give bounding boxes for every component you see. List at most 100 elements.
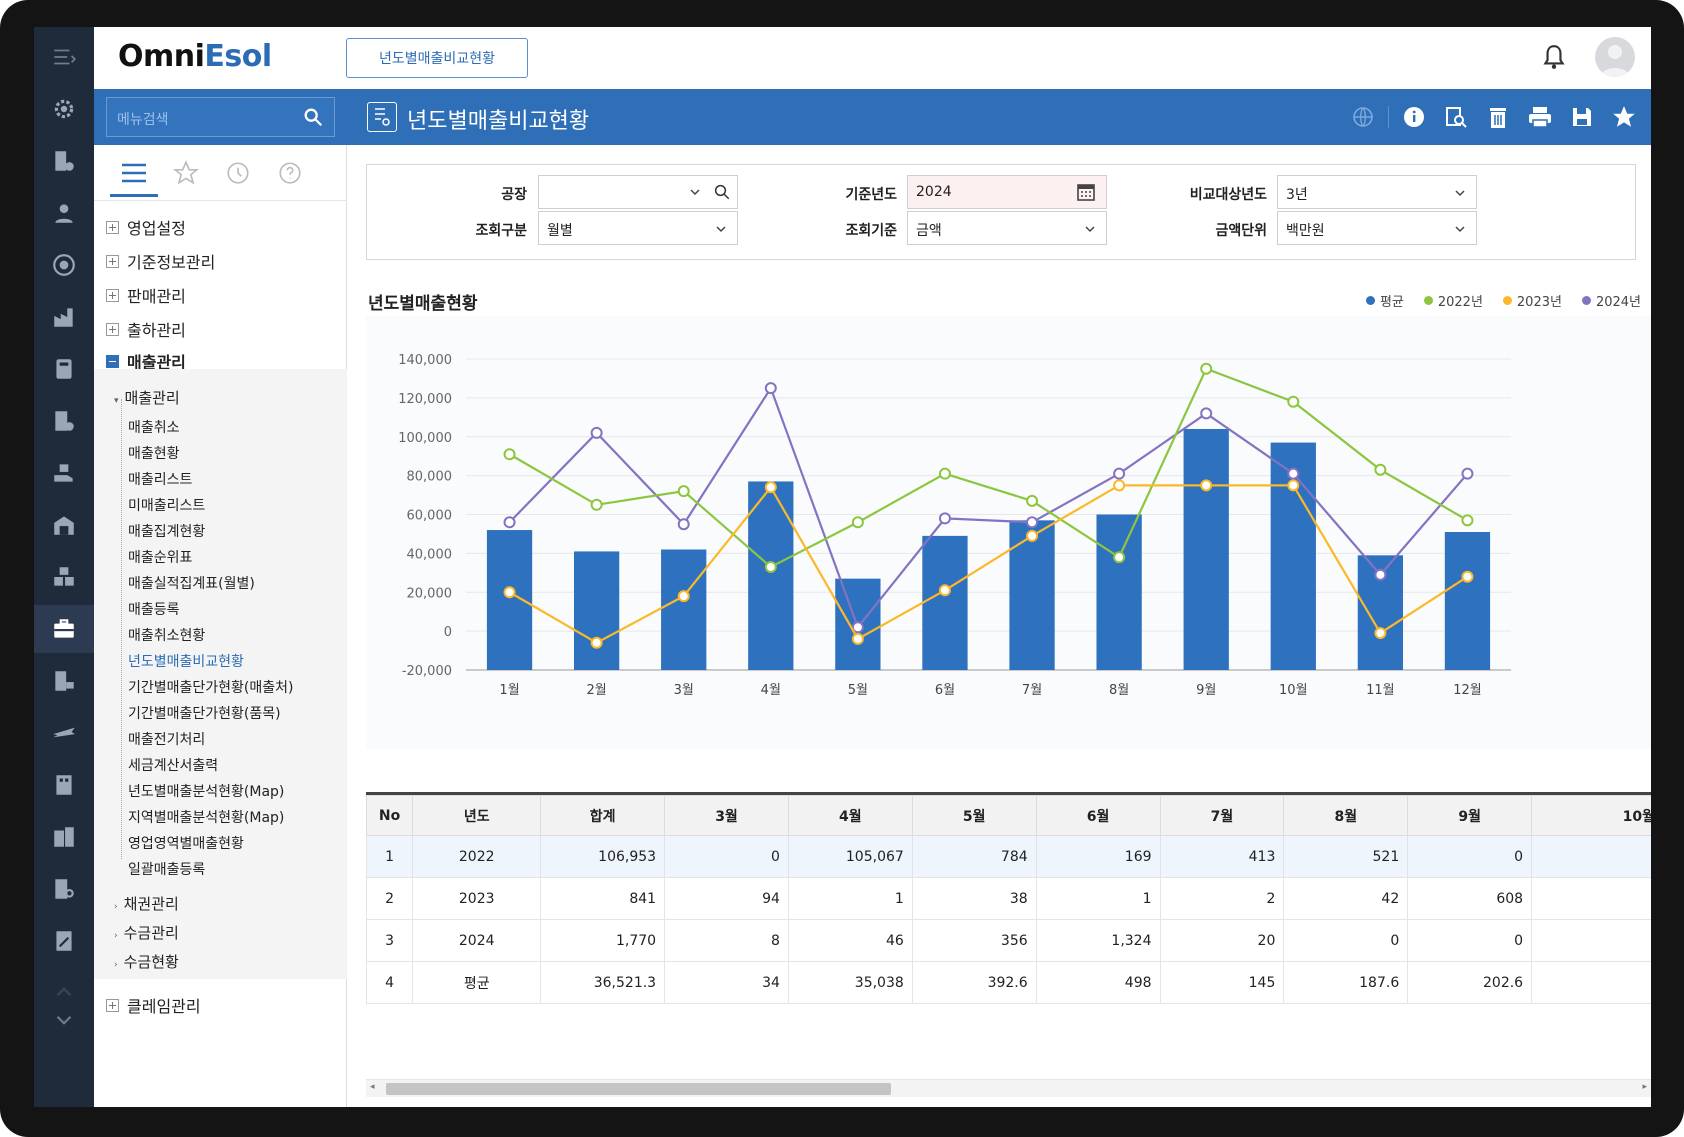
building-search-icon[interactable] xyxy=(34,865,94,913)
building-truck-icon[interactable] xyxy=(34,657,94,705)
menu-search-input[interactable]: 메뉴검색 xyxy=(106,97,335,137)
menu-leaf-3[interactable]: 미매출리스트 xyxy=(128,498,206,514)
briefcase-icon[interactable] xyxy=(34,605,94,653)
column-header[interactable]: 년도 xyxy=(412,795,542,836)
print-icon[interactable] xyxy=(1519,101,1561,133)
tab-favorites[interactable] xyxy=(166,157,206,189)
globe-icon[interactable] xyxy=(34,241,94,289)
scroll-left-icon[interactable]: ◂ xyxy=(370,1082,375,1092)
scroll-right-icon[interactable]: ▸ xyxy=(1642,1082,1647,1092)
column-header[interactable]: 3월 xyxy=(664,795,789,836)
calculator-doc-icon[interactable] xyxy=(34,917,94,965)
favorite-star-icon[interactable] xyxy=(1603,101,1645,133)
gear-icon[interactable] xyxy=(34,85,94,133)
table-cell: 392.6 xyxy=(911,961,1037,1004)
menu-item-sales-settings[interactable]: 영업설정 xyxy=(106,215,186,239)
menu-item-master-data[interactable]: 기준정보관리 xyxy=(106,249,215,273)
menu-item-sales-mgmt[interactable]: 판매관리 xyxy=(106,283,186,307)
menu-item-shipping[interactable]: 출하관리 xyxy=(106,317,186,341)
menu-leaf-8[interactable]: 매출취소현황 xyxy=(128,628,206,644)
menu-item-claims[interactable]: 클레임관리 xyxy=(106,993,201,1017)
chevron-down-icon[interactable] xyxy=(34,1005,94,1035)
x-tick-label: 7월 xyxy=(1022,683,1042,698)
menu-leaf-1[interactable]: 매출현황 xyxy=(128,446,180,462)
building-gear-icon[interactable] xyxy=(34,137,94,185)
menu-leaf-17[interactable]: 일괄매출등록 xyxy=(128,862,206,878)
amount-unit-select[interactable]: 백만원 xyxy=(1277,211,1477,245)
submenu-group-receivables[interactable]: › 채권관리 xyxy=(114,893,179,914)
menu-leaf-2[interactable]: 매출리스트 xyxy=(128,472,193,488)
menu-leaf-0[interactable]: 매출취소 xyxy=(128,420,180,436)
menu-leaf-6[interactable]: 매출실적집계표(월별) xyxy=(128,576,255,592)
query-basis-select[interactable]: 금액 xyxy=(907,211,1107,245)
legend-item-2024[interactable]: 2024년 xyxy=(1581,291,1641,310)
menu-leaf-16[interactable]: 영업영역별매출현황 xyxy=(128,836,244,852)
avatar[interactable] xyxy=(1595,37,1635,77)
query-type-select[interactable]: 월별 xyxy=(538,211,738,245)
menu-item-revenue-mgmt[interactable]: 매출관리 xyxy=(106,349,186,373)
menu-leaf-10[interactable]: 기간별매출단가현황(매출처) xyxy=(128,680,294,696)
compare-years-select[interactable]: 3년 xyxy=(1277,175,1477,209)
menu-leaf-selected[interactable]: 년도별매출비교현황 xyxy=(128,654,244,670)
column-header[interactable]: 10월 xyxy=(1531,795,1651,836)
open-tab-button[interactable]: 년도별매출비교현황 xyxy=(346,38,528,78)
menu-leaf-12[interactable]: 매출전기처리 xyxy=(128,732,206,748)
menu-icon[interactable] xyxy=(34,33,94,81)
menu-leaf-5[interactable]: 매출순위표 xyxy=(128,550,193,566)
calculator-icon[interactable] xyxy=(34,345,94,393)
table-row[interactable]: 1 2022 106,953 0 105,067 784 169 413 521 0 xyxy=(366,835,1651,878)
horizontal-scrollbar[interactable]: ◂ ▸ xyxy=(366,1079,1651,1097)
legend-item-2022[interactable]: 2022년 xyxy=(1423,291,1483,310)
table-row[interactable]: 2 2023 841 94 1 38 1 2 42 608 xyxy=(366,877,1651,920)
tab-help[interactable] xyxy=(270,157,310,189)
info-icon[interactable] xyxy=(1393,101,1435,133)
factory-icon[interactable] xyxy=(34,293,94,341)
airplane-icon[interactable] xyxy=(34,709,94,757)
tab-history[interactable] xyxy=(218,157,258,189)
legend-item-avg[interactable]: 평균 xyxy=(1365,291,1404,310)
menu-leaf-11[interactable]: 기간별매출단가현황(품목) xyxy=(128,706,281,722)
boxes-icon[interactable] xyxy=(34,553,94,601)
column-header[interactable]: 합계 xyxy=(540,795,666,836)
table-cell: 106,953 xyxy=(540,835,666,878)
warehouse-icon[interactable] xyxy=(34,501,94,549)
submenu-group-collection-status[interactable]: › 수금현황 xyxy=(114,951,179,972)
preview-search-icon[interactable] xyxy=(1435,101,1477,133)
column-header[interactable]: 4월 xyxy=(787,795,913,836)
scrollbar-thumb[interactable] xyxy=(386,1083,891,1095)
delete-trash-icon[interactable] xyxy=(1477,101,1519,133)
table-cell: 2023 xyxy=(412,877,542,920)
menu-leaf-7[interactable]: 매출등록 xyxy=(128,602,180,618)
user-icon[interactable] xyxy=(34,189,94,237)
buildings-icon[interactable] xyxy=(34,813,94,861)
hand-box-icon[interactable] xyxy=(34,449,94,497)
omniesol-logo[interactable]: OmniEsol xyxy=(118,39,272,74)
legend-item-2023[interactable]: 2023년 xyxy=(1502,291,1562,310)
submenu-group-collections[interactable]: › 수금관리 xyxy=(114,922,179,943)
column-header[interactable]: 5월 xyxy=(911,795,1037,836)
table-row[interactable]: 3 2024 1,770 8 46 356 1,324 20 0 0 xyxy=(366,919,1651,962)
table-row[interactable]: 4 평균 36,521.3 34 35,038 392.6 498 145 187.6 202.6 xyxy=(366,961,1651,1004)
factory-select[interactable] xyxy=(538,175,738,209)
menu-leaf-14[interactable]: 년도별매출분석현황(Map) xyxy=(128,784,285,800)
menu-leaf-13[interactable]: 세금계산서출력 xyxy=(128,758,219,774)
chevron-up-icon[interactable] xyxy=(34,977,94,1007)
submenu-group-revenue[interactable]: ▾ 매출관리 xyxy=(114,387,180,408)
column-header[interactable]: 6월 xyxy=(1035,795,1161,836)
tab-menu-list[interactable] xyxy=(110,157,158,197)
column-header[interactable]: 7월 xyxy=(1159,795,1285,836)
column-header[interactable]: No xyxy=(366,795,414,836)
save-icon[interactable] xyxy=(1561,101,1603,133)
office-icon[interactable] xyxy=(34,761,94,809)
search-icon[interactable] xyxy=(302,106,324,128)
base-year-input[interactable]: 2024 xyxy=(907,175,1107,209)
building-settings-icon[interactable] xyxy=(34,397,94,445)
column-header[interactable]: 8월 xyxy=(1283,795,1409,836)
calendar-icon[interactable] xyxy=(1076,182,1096,202)
language-globe-icon[interactable] xyxy=(1342,101,1384,133)
bell-icon[interactable] xyxy=(1541,43,1567,75)
menu-leaf-4[interactable]: 매출집계현황 xyxy=(128,524,206,540)
menu-leaf-15[interactable]: 지역별매출분석현황(Map) xyxy=(128,810,285,826)
column-header[interactable]: 9월 xyxy=(1407,795,1533,836)
search-icon[interactable] xyxy=(713,183,731,201)
